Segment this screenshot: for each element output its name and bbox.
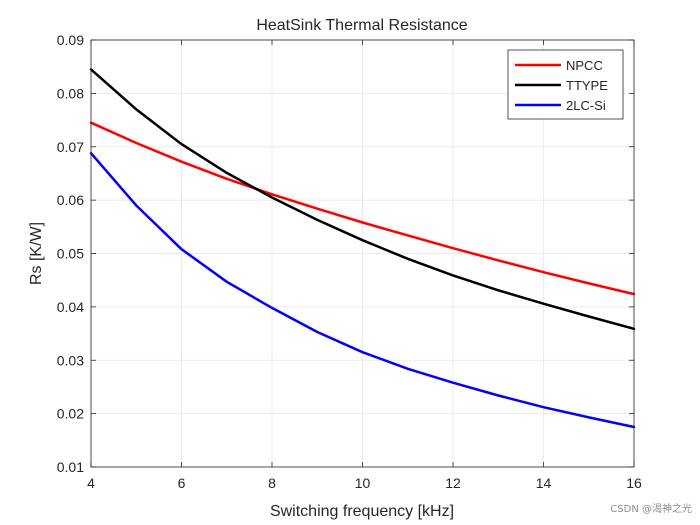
y-tick-label: 0.03 bbox=[57, 352, 84, 368]
chart-title: HeatSink Thermal Resistance bbox=[256, 17, 467, 34]
y-tick-label: 0.02 bbox=[57, 406, 84, 422]
y-tick-label: 0.06 bbox=[57, 192, 84, 208]
x-tick-label: 16 bbox=[626, 475, 642, 491]
y-tick-label: 0.01 bbox=[57, 459, 84, 475]
series-line-ttype bbox=[89, 68, 636, 331]
legend-label-ttype: TTYPE bbox=[566, 78, 608, 93]
x-axis-ticks: 4 6 8 10 12 14 16 bbox=[87, 40, 642, 491]
legend-label-npcc: NPCC bbox=[566, 58, 603, 73]
y-axis-ticks: 0.01 0.02 0.03 0.04 0.05 0.06 0.07 0.08 0.09 bbox=[57, 32, 634, 475]
y-tick-label: 0.07 bbox=[57, 139, 84, 155]
y-axis-label: Rs [K/W] bbox=[28, 222, 45, 285]
x-tick-label: 14 bbox=[536, 475, 552, 491]
x-tick-label: 12 bbox=[445, 475, 461, 491]
series-lines bbox=[89, 68, 636, 429]
series-line-npcc bbox=[89, 121, 636, 296]
y-tick-label: 0.08 bbox=[57, 85, 84, 101]
x-tick-label: 8 bbox=[268, 475, 276, 491]
legend-label-2lc-si: 2LC-Si bbox=[566, 98, 606, 113]
y-tick-label: 0.09 bbox=[57, 32, 84, 48]
y-tick-label: 0.05 bbox=[57, 246, 84, 262]
legend: NPCC TTYPE 2LC-Si bbox=[507, 49, 624, 120]
y-tick-label: 0.04 bbox=[57, 299, 84, 315]
x-tick-label: 6 bbox=[178, 475, 186, 491]
x-tick-label: 4 bbox=[87, 475, 95, 491]
x-axis-label: Switching frequency [kHz] bbox=[270, 503, 454, 520]
x-tick-label: 10 bbox=[355, 475, 371, 491]
watermark: CSDN @渴神之光 bbox=[610, 504, 692, 515]
series-line-2lc-si bbox=[89, 151, 636, 429]
